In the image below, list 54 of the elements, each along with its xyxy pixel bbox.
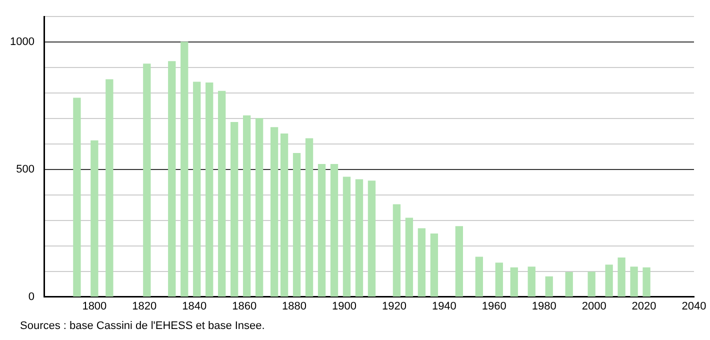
bar <box>642 267 650 297</box>
bar <box>193 82 201 297</box>
bar <box>270 127 278 297</box>
bar <box>342 176 351 297</box>
bar <box>106 79 114 297</box>
x-tick-label: 1980 <box>532 300 556 312</box>
bar <box>218 90 226 297</box>
bar <box>565 272 573 297</box>
bar <box>330 164 338 297</box>
bar <box>605 264 613 297</box>
bar <box>455 226 463 297</box>
bar <box>368 180 376 297</box>
x-tick-label: 1940 <box>432 300 456 312</box>
bar <box>168 61 176 297</box>
bar <box>90 140 98 297</box>
bar <box>292 153 301 297</box>
x-tick-label: 1960 <box>482 300 506 312</box>
bar <box>545 276 553 297</box>
x-tick-label: 1920 <box>382 300 406 312</box>
bar <box>305 138 314 297</box>
bar <box>355 179 364 297</box>
x-tick-label: 1840 <box>182 300 207 312</box>
bar <box>318 164 326 297</box>
bar <box>475 256 483 297</box>
bar <box>495 262 503 297</box>
x-tick-label: 1900 <box>332 300 356 312</box>
y-tick-label: 0 <box>28 290 34 303</box>
y-tick-label: 1000 <box>10 36 34 48</box>
bar <box>528 266 536 297</box>
bar <box>180 42 188 297</box>
bar <box>630 266 638 297</box>
bar <box>242 115 251 297</box>
bar <box>588 272 596 297</box>
x-tick-label: 2020 <box>632 300 656 312</box>
x-tick-label: 1820 <box>132 300 157 312</box>
x-tick-label: 2000 <box>582 300 606 312</box>
bar <box>206 82 214 297</box>
bar <box>405 218 414 297</box>
bar <box>255 118 264 297</box>
bar <box>143 64 151 297</box>
bar <box>392 204 401 297</box>
bar <box>430 234 438 297</box>
source-note: Sources : base Cassini de l'EHESS et base Insee. <box>20 320 265 332</box>
bar <box>510 267 518 297</box>
x-tick-label: 2040 <box>682 300 706 312</box>
x-tick-label: 1860 <box>232 300 257 312</box>
x-tick-label: 1880 <box>282 300 307 312</box>
bar <box>418 228 426 297</box>
y-tick-label: 500 <box>16 163 34 176</box>
bar <box>73 98 81 297</box>
bar <box>280 133 288 297</box>
x-tick-label: 1800 <box>82 300 107 312</box>
bar <box>618 257 626 297</box>
bar <box>230 122 238 297</box>
